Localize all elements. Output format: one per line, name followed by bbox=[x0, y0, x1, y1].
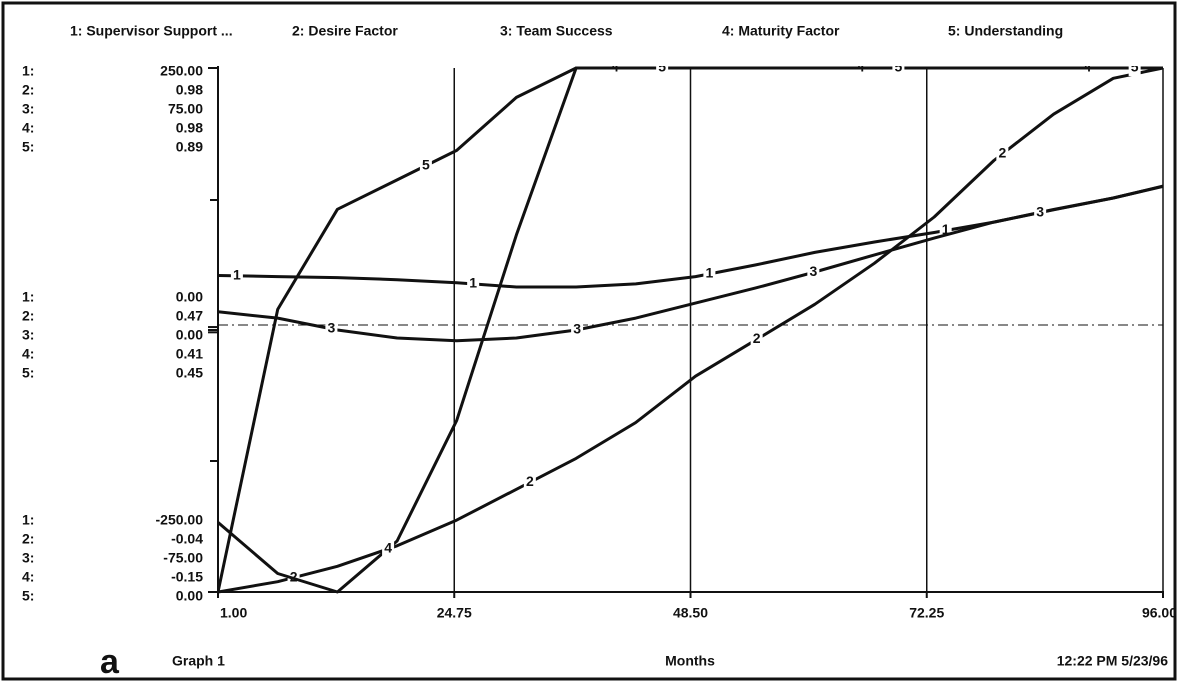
marker-bg bbox=[1128, 66, 1141, 76]
x-tick-label: 24.75 bbox=[437, 605, 472, 621]
series-marker: 3 bbox=[573, 321, 581, 337]
series-marker: 3 bbox=[1036, 203, 1044, 219]
marker-bg bbox=[996, 145, 1009, 162]
y-key: 1: bbox=[22, 512, 34, 528]
x-tick-label: 96.00 bbox=[1142, 605, 1177, 621]
y-tick-label: 0.00 bbox=[176, 289, 203, 305]
legend-entry: 3: Team Success bbox=[500, 23, 613, 39]
y-key: 3: bbox=[22, 101, 34, 117]
series-marker: 1 bbox=[233, 267, 241, 283]
series-marker: 4 bbox=[857, 59, 865, 75]
y-key: 4: bbox=[22, 569, 34, 585]
series-marker: 1 bbox=[469, 275, 477, 291]
series-marker: 1 bbox=[706, 265, 714, 281]
y-tick-label: 0.89 bbox=[176, 139, 203, 155]
y-key: 2: bbox=[22, 82, 34, 98]
marker-bg bbox=[523, 474, 536, 491]
legend-entry: 5: Understanding bbox=[948, 23, 1063, 39]
y-key: 1: bbox=[22, 63, 34, 79]
legend-entry: 4: Maturity Factor bbox=[722, 23, 840, 39]
series-marker: 2 bbox=[290, 568, 298, 584]
series-marker: 2 bbox=[753, 330, 761, 346]
series-marker: 5 bbox=[422, 156, 430, 172]
y-tick-label: 250.00 bbox=[160, 63, 203, 79]
series-line bbox=[218, 184, 1164, 343]
series-line bbox=[218, 66, 1163, 593]
y-key: 4: bbox=[22, 346, 34, 362]
marker-bg bbox=[892, 66, 905, 76]
series-marker: 5 bbox=[1131, 59, 1139, 75]
series-marker: 4 bbox=[384, 539, 392, 555]
y-key: 3: bbox=[22, 550, 34, 566]
legend-entry: 1: Supervisor Support ... bbox=[70, 23, 233, 39]
y-tick-label: -75.00 bbox=[163, 550, 203, 566]
marker-bg bbox=[807, 264, 820, 281]
series-marker: 1 bbox=[942, 221, 950, 237]
x-axis-label: Months bbox=[665, 653, 715, 669]
y-tick-label: -250.00 bbox=[156, 512, 204, 528]
series-marker: 2 bbox=[526, 473, 534, 489]
y-tick-label: -0.04 bbox=[171, 531, 203, 547]
plot-lines: 1 1 1 1 2 2 2 2 3 3 3 3 4 4 4 4 5 5 5 5 bbox=[218, 59, 1164, 594]
x-tick-label: 1.00 bbox=[220, 605, 247, 621]
y-tick-label: 0.00 bbox=[176, 327, 203, 343]
marker-bg bbox=[419, 157, 432, 174]
marker-bg bbox=[1034, 204, 1047, 221]
marker-bg bbox=[703, 265, 716, 282]
y-key: 5: bbox=[22, 588, 34, 604]
series-marker: 3 bbox=[809, 263, 817, 279]
marker-bg bbox=[656, 66, 669, 76]
y-tick-label: 0.98 bbox=[176, 82, 203, 98]
series-marker: 3 bbox=[328, 320, 336, 336]
y-tick-label: 0.00 bbox=[176, 588, 203, 604]
y-tick-label: 75.00 bbox=[168, 101, 203, 117]
series-marker: 5 bbox=[658, 59, 666, 75]
y-key: 5: bbox=[22, 139, 34, 155]
y-key: 2: bbox=[22, 531, 34, 547]
marker-bg bbox=[467, 275, 480, 292]
marker-bg bbox=[382, 540, 395, 557]
y-key: 3: bbox=[22, 327, 34, 343]
series-marker: 4 bbox=[611, 59, 619, 75]
marker-bg bbox=[1081, 66, 1094, 76]
marker-bg bbox=[750, 331, 763, 348]
y-tick-label: 0.45 bbox=[176, 365, 203, 381]
series-line bbox=[218, 66, 1164, 594]
y-tick-label: -0.15 bbox=[171, 569, 203, 585]
marker-bg bbox=[325, 320, 338, 337]
y-tick-label: 0.98 bbox=[176, 120, 203, 136]
y-key: 1: bbox=[22, 289, 34, 305]
marker-bg bbox=[571, 321, 584, 338]
logo: a bbox=[100, 643, 120, 681]
series-marker: 4 bbox=[1084, 59, 1092, 75]
marker-bg bbox=[608, 66, 621, 76]
legend-entry: 2: Desire Factor bbox=[292, 23, 398, 39]
graph-name: Graph 1 bbox=[172, 653, 225, 669]
series-marker: 5 bbox=[895, 59, 903, 75]
timestamp: 12:22 PM 5/23/96 bbox=[1057, 653, 1169, 669]
series-marker: 2 bbox=[998, 145, 1006, 161]
marker-bg bbox=[854, 66, 867, 76]
x-tick-label: 72.25 bbox=[909, 605, 944, 621]
x-tick-label: 48.50 bbox=[673, 605, 708, 621]
marker-bg bbox=[230, 267, 243, 284]
y-key: 4: bbox=[22, 120, 34, 136]
y-tick-label: 0.47 bbox=[176, 308, 203, 324]
y-key: 5: bbox=[22, 365, 34, 381]
y-key: 2: bbox=[22, 308, 34, 324]
y-tick-label: 0.41 bbox=[176, 346, 203, 362]
